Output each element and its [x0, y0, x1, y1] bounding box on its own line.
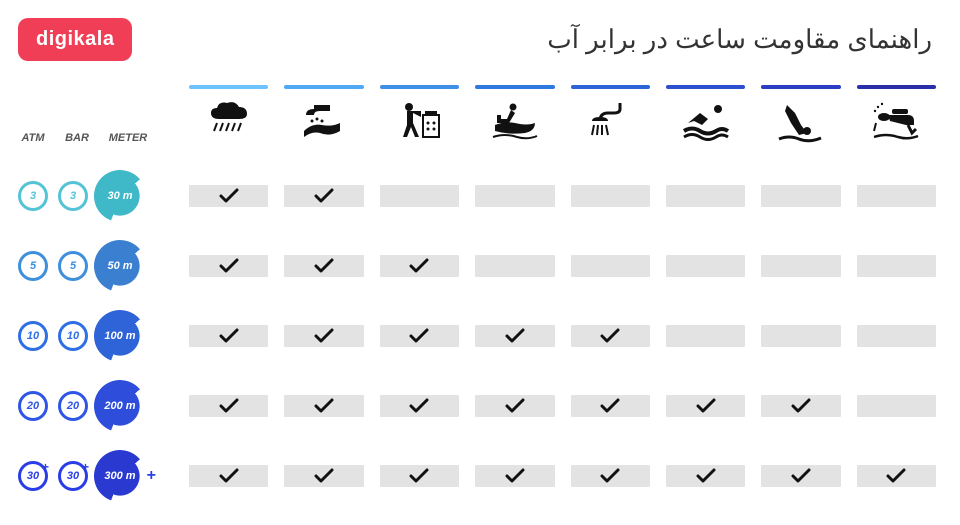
- cell-4-swim: [666, 465, 745, 487]
- bar-badge: 20: [58, 391, 88, 421]
- wash-icon: [300, 99, 348, 148]
- activity-bar: [380, 85, 459, 89]
- cell-1-swim: [666, 255, 745, 277]
- work-icon: [395, 99, 443, 148]
- bar-badge: 3: [58, 181, 88, 211]
- cell-0-wash: [284, 185, 363, 207]
- row-2-units: 10 10 100 m: [18, 314, 173, 358]
- cell-2-jetski: [475, 325, 554, 347]
- swim-icon: [682, 99, 730, 148]
- bar-badge: 5: [58, 251, 88, 281]
- cell-4-dive: [761, 465, 840, 487]
- activity-shower-header: [571, 85, 650, 148]
- activity-bar: [571, 85, 650, 89]
- meter-header: METER: [106, 132, 150, 144]
- cell-4-jetski: [475, 465, 554, 487]
- cell-4-wash: [284, 465, 363, 487]
- activity-swim-header: [666, 85, 745, 148]
- cell-4-shower: [571, 465, 650, 487]
- meter-badge: 30 m: [98, 174, 142, 218]
- cell-3-shower: [571, 395, 650, 417]
- cell-1-shower: [571, 255, 650, 277]
- cell-0-shower: [571, 185, 650, 207]
- cell-3-scuba: [857, 395, 936, 417]
- cell-2-swim: [666, 325, 745, 347]
- cell-4-rain: [189, 465, 268, 487]
- cell-2-rain: [189, 325, 268, 347]
- row-4-units: 30+ 30+ 300 m+: [18, 454, 173, 498]
- cell-1-work: [380, 255, 459, 277]
- cell-1-jetski: [475, 255, 554, 277]
- activity-scuba-header: [857, 85, 936, 148]
- bar-badge: 10: [58, 321, 88, 351]
- activity-bar: [284, 85, 363, 89]
- page-title: راهنمای مقاومت ساعت در برابر آب: [547, 24, 932, 55]
- activity-bar: [189, 85, 268, 89]
- atm-badge: 10: [18, 321, 48, 351]
- meter-badge: 200 m: [98, 384, 142, 428]
- cell-2-work: [380, 325, 459, 347]
- cell-2-wash: [284, 325, 363, 347]
- cell-3-rain: [189, 395, 268, 417]
- cell-4-scuba: [857, 465, 936, 487]
- activity-bar: [666, 85, 745, 89]
- cell-3-wash: [284, 395, 363, 417]
- brand-logo: digikala: [18, 18, 132, 61]
- activity-work-header: [380, 85, 459, 148]
- cell-1-scuba: [857, 255, 936, 277]
- cell-0-scuba: [857, 185, 936, 207]
- row-1-units: 5 5 50 m: [18, 244, 173, 288]
- cell-0-work: [380, 185, 459, 207]
- cell-0-swim: [666, 185, 745, 207]
- activity-dive-header: [761, 85, 840, 148]
- jetski-icon: [491, 99, 539, 148]
- cell-0-dive: [761, 185, 840, 207]
- activity-bar: [761, 85, 840, 89]
- atm-badge: 5: [18, 251, 48, 281]
- bar-badge: 30+: [58, 461, 88, 491]
- cell-2-shower: [571, 325, 650, 347]
- row-0-units: 3 3 30 m: [18, 174, 173, 218]
- scuba-icon: [872, 99, 920, 148]
- activity-bar: [475, 85, 554, 89]
- atm-badge: 20: [18, 391, 48, 421]
- activity-bar: [857, 85, 936, 89]
- cell-3-work: [380, 395, 459, 417]
- cell-0-jetski: [475, 185, 554, 207]
- meter-badge: 100 m: [98, 314, 142, 358]
- cell-1-rain: [189, 255, 268, 277]
- header: digikala راهنمای مقاومت ساعت در برابر آب: [0, 0, 960, 71]
- cell-3-swim: [666, 395, 745, 417]
- cell-3-dive: [761, 395, 840, 417]
- cell-2-dive: [761, 325, 840, 347]
- cell-3-jetski: [475, 395, 554, 417]
- atm-badge: 3: [18, 181, 48, 211]
- cell-2-scuba: [857, 325, 936, 347]
- dive-icon: [777, 99, 825, 148]
- activity-wash-header: [284, 85, 363, 148]
- water-resistance-table: ATM BAR METER 3 3 30 m 5 5 50 m 10 10 10…: [0, 71, 960, 498]
- activity-jetski-header: [475, 85, 554, 148]
- cell-0-rain: [189, 185, 268, 207]
- bar-header: BAR: [62, 132, 92, 144]
- row-3-units: 20 20 200 m: [18, 384, 173, 428]
- cell-1-wash: [284, 255, 363, 277]
- meter-badge: 50 m: [98, 244, 142, 288]
- cell-1-dive: [761, 255, 840, 277]
- activity-rain-header: [189, 85, 268, 148]
- rain-icon: [205, 99, 253, 148]
- shower-icon: [586, 99, 634, 148]
- atm-header: ATM: [18, 132, 48, 144]
- meter-badge: 300 m+: [98, 454, 142, 498]
- atm-badge: 30+: [18, 461, 48, 491]
- units-header: ATM BAR METER: [18, 90, 173, 144]
- cell-4-work: [380, 465, 459, 487]
